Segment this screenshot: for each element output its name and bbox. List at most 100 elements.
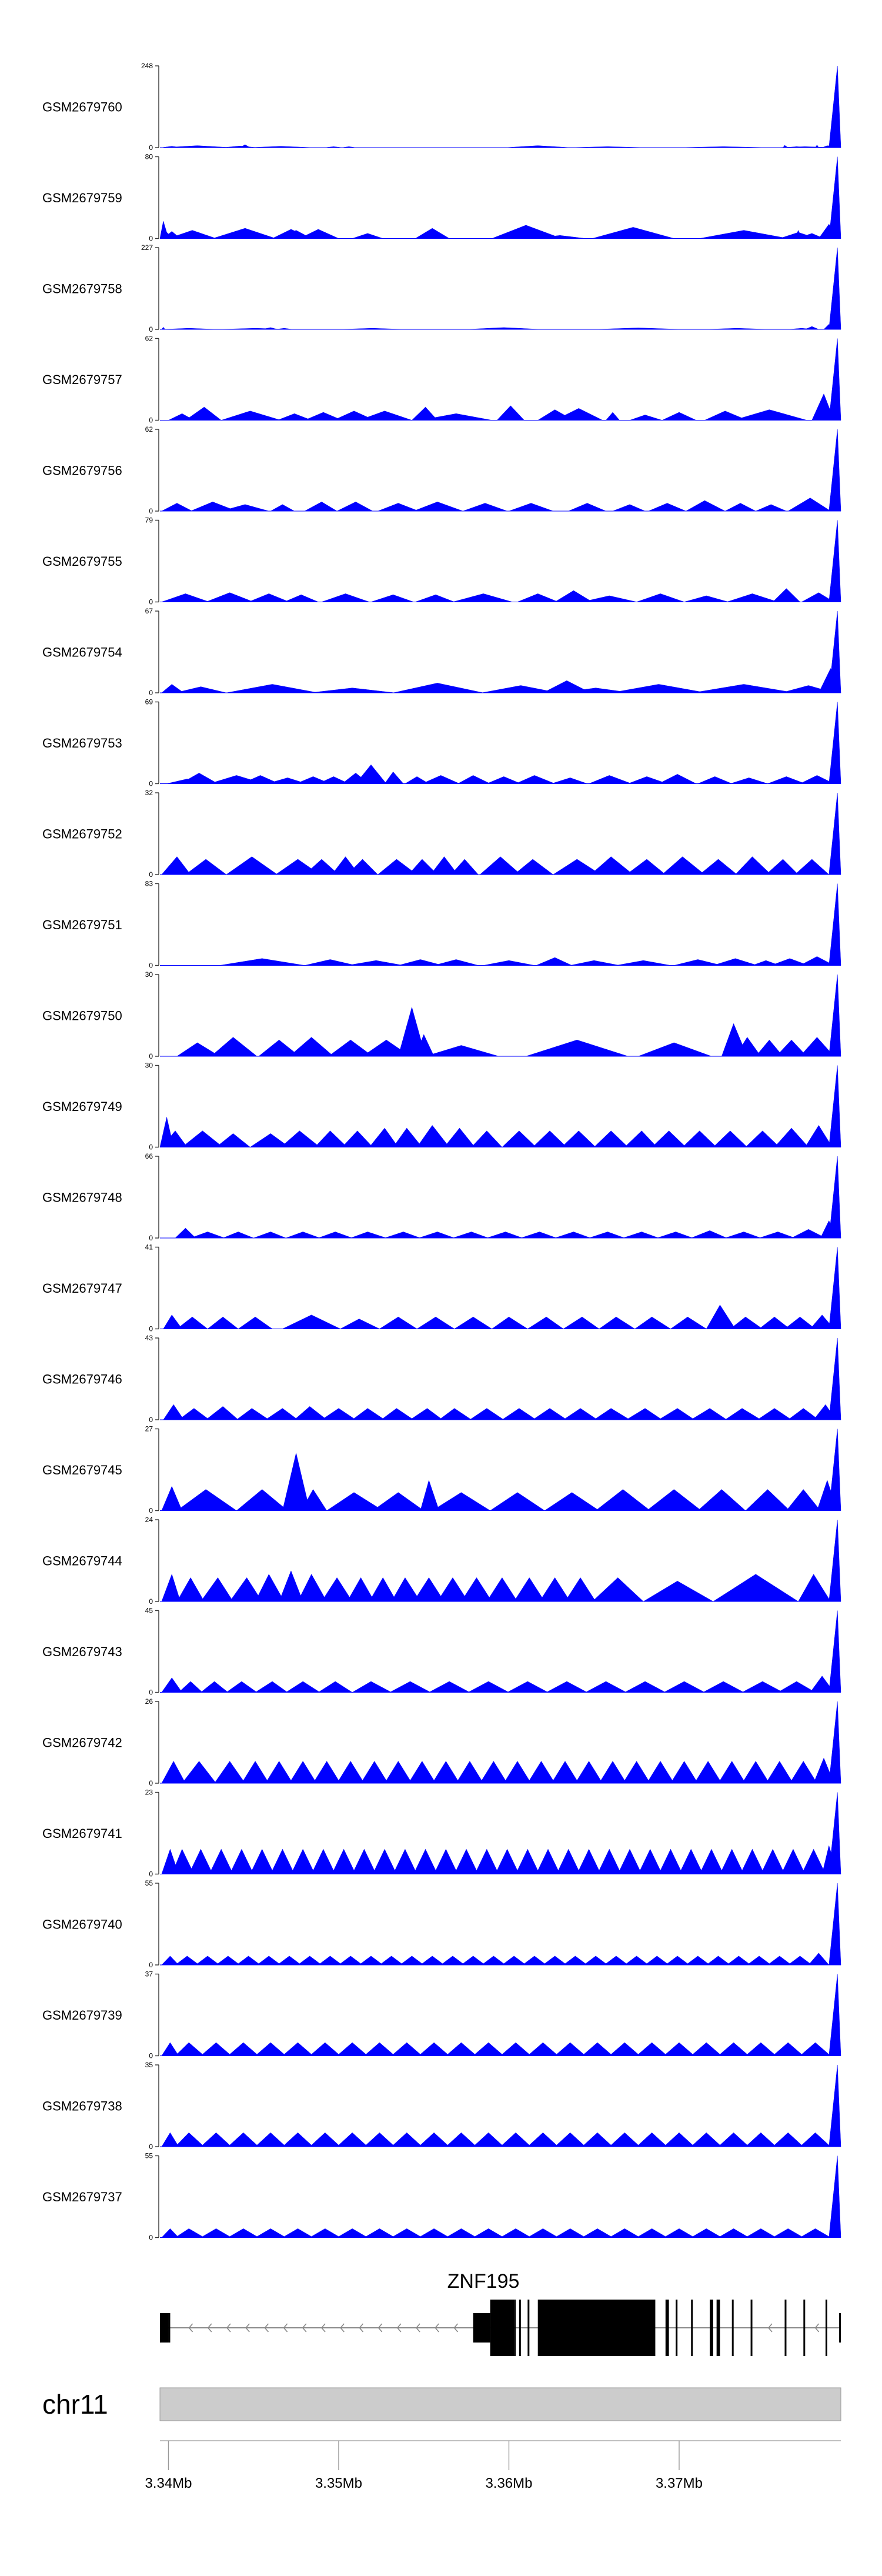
coverage-peak (175, 2132, 205, 2147)
coverage-peak (570, 146, 646, 148)
gene-exon (750, 2300, 753, 2356)
coverage-peak (416, 1125, 450, 1147)
coverage-peak (828, 429, 841, 512)
coverage-peak (418, 1232, 455, 1239)
coverage-peak (299, 229, 339, 239)
coverage-peak (221, 411, 281, 421)
coverage-peak (439, 1408, 472, 1420)
coverage-peak (563, 1408, 598, 1420)
coverage-peak (422, 775, 460, 784)
coverage-peak (161, 1573, 181, 1602)
coverage-peak (284, 594, 319, 602)
coverage-track: GSM2679753 69 0 (42, 698, 841, 788)
coverage-peak (300, 1489, 328, 1511)
coverage-peak (574, 1761, 603, 1784)
track-label: GSM2679743 (42, 1644, 122, 1659)
coverage-peak (544, 1492, 600, 1511)
coverage-peak (413, 502, 463, 512)
coverage-peak (185, 406, 222, 421)
coverage-peak (176, 1316, 208, 1329)
coverage-peak (513, 859, 554, 875)
coverage-peak (305, 959, 356, 966)
coverage-peak (536, 1848, 560, 1874)
chromosome-band (159, 2387, 841, 2421)
coverage-peak (391, 1577, 421, 1602)
y-zero-label: 0 (149, 1325, 153, 1333)
coverage-peak (445, 2228, 477, 2238)
coverage-peak (161, 1486, 183, 1511)
y-max-label: 43 (145, 1334, 153, 1342)
coverage-peak (724, 1408, 761, 1420)
y-max-label: 66 (145, 1152, 153, 1160)
coverage-peak (463, 503, 507, 512)
coverage-peak (828, 1883, 841, 1966)
y-zero-label: 0 (149, 962, 153, 970)
y-zero-label: 0 (149, 2052, 153, 2060)
coverage-peak (636, 2228, 668, 2238)
coverage-peak (228, 2042, 259, 2056)
coverage-peak (398, 959, 443, 966)
coverage-peak (321, 593, 370, 602)
strand-arrow (377, 2323, 383, 2333)
y-max-label: 62 (145, 335, 153, 343)
coverage-track: GSM2679752 32 0 (42, 789, 841, 879)
coverage-peak (502, 1408, 537, 1420)
y-max-label: 79 (145, 516, 153, 525)
coverage-peak (282, 2228, 314, 2238)
coverage-peak (226, 1681, 258, 1693)
coverage-peak (733, 409, 807, 421)
strand-arrow (245, 2323, 250, 2333)
track-label: GSM2679760 (42, 100, 122, 115)
coverage-track: GSM2679743 45 0 (42, 1607, 841, 1697)
coverage-peak (352, 1681, 392, 1693)
chromosome-label: chr11 (42, 2389, 108, 2420)
coverage-peak (176, 1489, 238, 1511)
coverage-peak (735, 1037, 761, 1057)
coverage-peak (420, 1480, 440, 1511)
coverage-peak (810, 1314, 834, 1329)
coverage-peak (326, 1492, 384, 1511)
coverage-peak (799, 2042, 831, 2056)
coverage-track: GSM2679744 24 0 (42, 1516, 841, 1606)
coverage-peak (594, 328, 683, 330)
coverage-peak (636, 2132, 668, 2147)
coverage-peak (282, 2042, 314, 2056)
coverage-peak (473, 2132, 505, 2147)
track-label: GSM2679737 (42, 2190, 122, 2204)
coverage-peak (200, 1577, 233, 1602)
coverage-peak (467, 1681, 509, 1693)
coverage-peak (554, 590, 593, 602)
coverage-peak (730, 1316, 763, 1329)
coverage-peak (609, 2132, 641, 2147)
coverage-peak (241, 775, 279, 784)
track-label: GSM2679749 (42, 1099, 122, 1114)
coverage-peak (486, 776, 521, 784)
coverage-peak (161, 1761, 186, 1784)
strand-arrow (188, 2323, 193, 2333)
coverage-peak (643, 1580, 714, 1602)
gene-exon (676, 2300, 678, 2356)
track-label: GSM2679757 (42, 372, 122, 387)
coverage-peak (765, 859, 799, 875)
coverage-peak (674, 959, 722, 966)
coverage-peak (200, 2042, 232, 2056)
coverage-peak (408, 1761, 436, 1784)
coverage-track: GSM2679757 62 0 (42, 335, 841, 425)
coverage-peak (787, 1956, 813, 1966)
coverage-peak (248, 593, 290, 602)
coverage-peak (472, 2228, 505, 2238)
coverage-peak (416, 1316, 455, 1329)
coverage-peak (734, 856, 771, 875)
coverage-peak (226, 856, 278, 875)
y-max-label: 55 (145, 2152, 153, 2160)
coverage-peak (270, 504, 295, 512)
coverage-peak (211, 1037, 258, 1057)
coverage-peak (175, 2042, 205, 2056)
coverage-peak (296, 776, 330, 784)
track-label: GSM2679745 (42, 1463, 122, 1477)
coverage-peak (799, 2228, 831, 2238)
coverage-peak (433, 1848, 459, 1874)
coverage-peak (546, 1681, 587, 1693)
coverage-peak (563, 1316, 600, 1329)
track-label: GSM2679758 (42, 282, 122, 296)
